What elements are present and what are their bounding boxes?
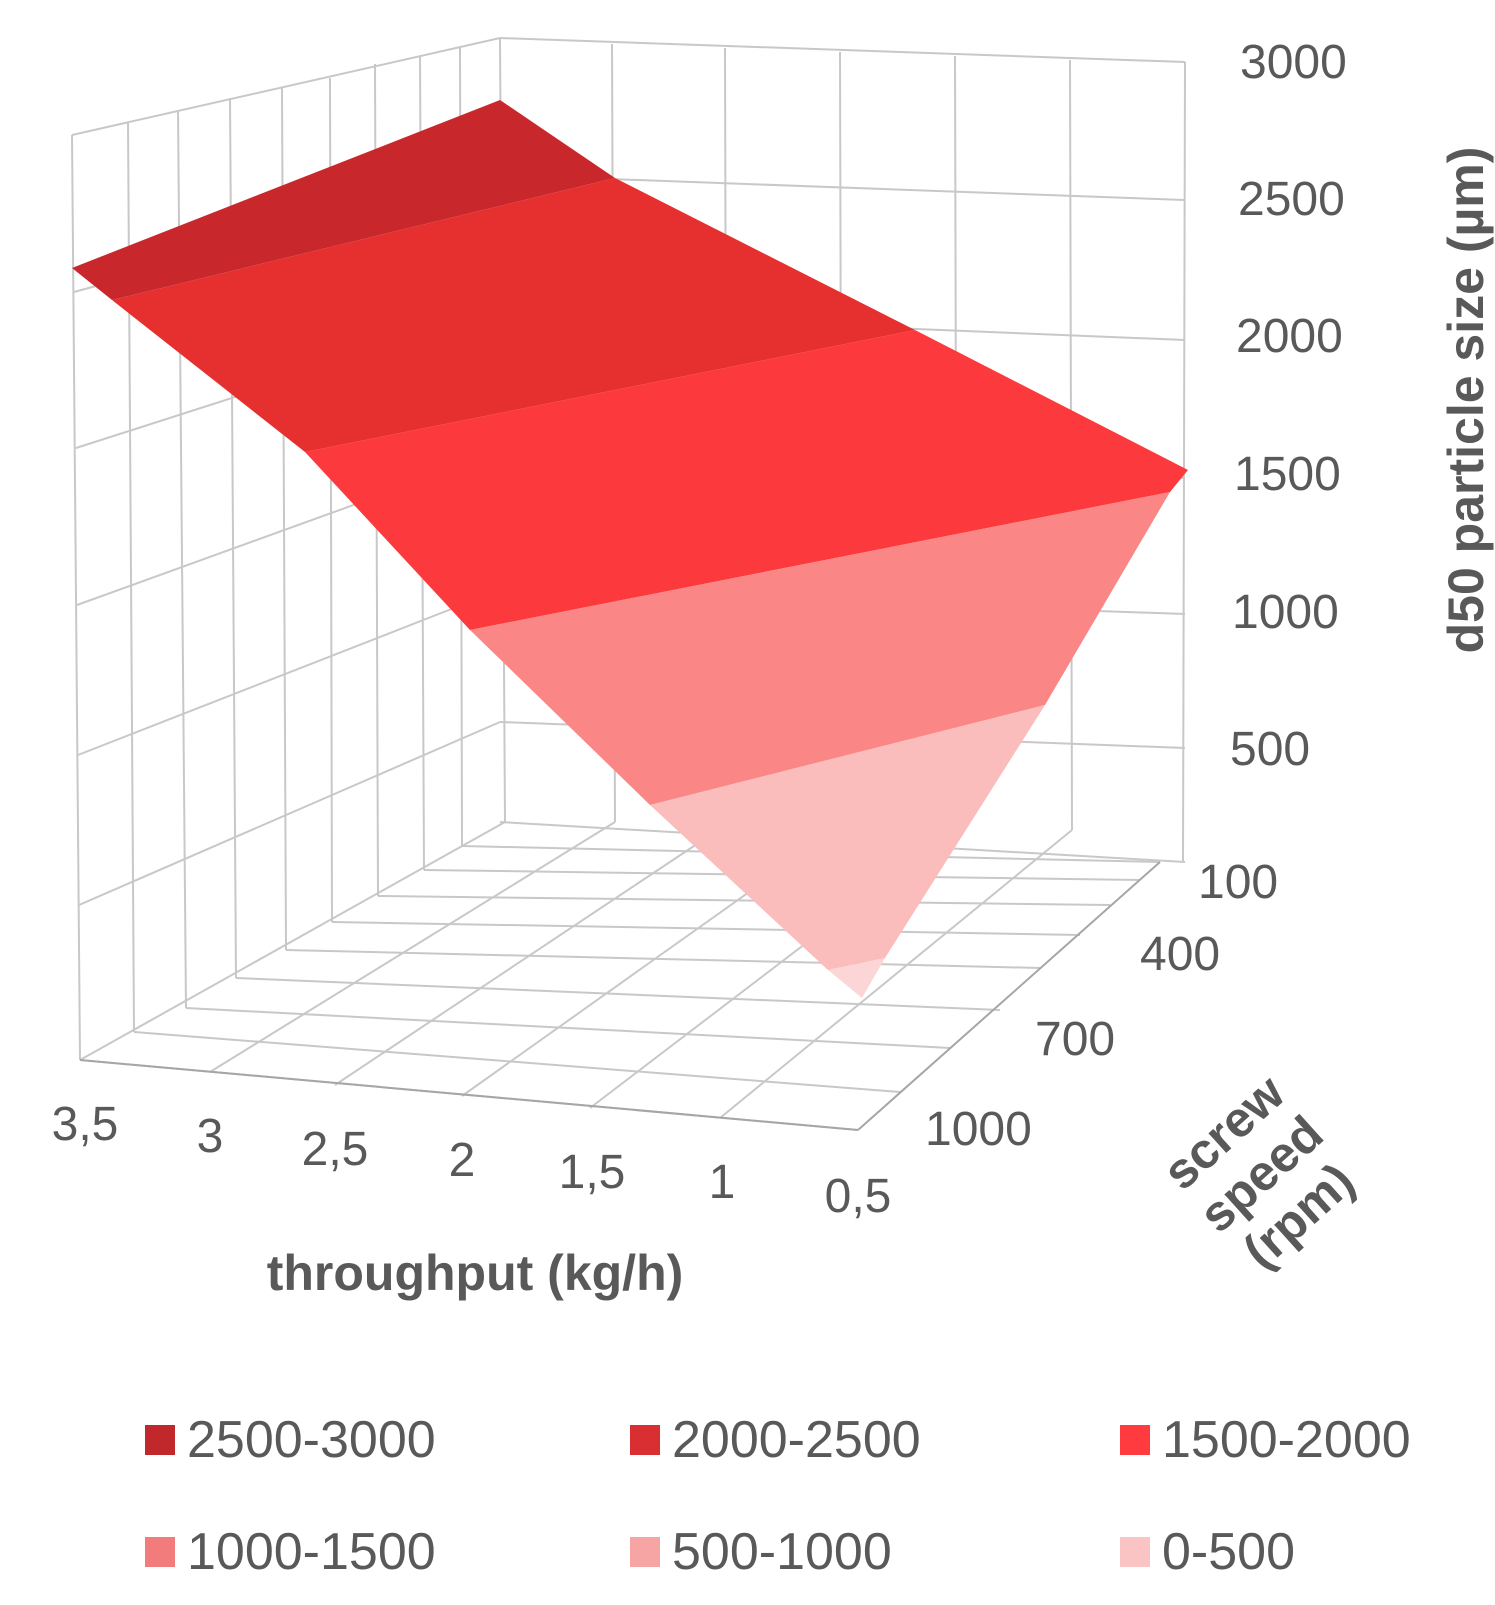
legend-swatch [145,1425,175,1455]
z-tick-label: 2500 [1238,173,1345,226]
x-tick-label: 1,5 [559,1146,626,1199]
x-tick-label: 2,5 [302,1123,369,1176]
x-tick-label: 2 [449,1134,476,1187]
legend: 2500-3000 2000-2500 1500-2000 1000-1500 500-… [0,1400,1495,1605]
surface-band-1500-2000 [305,330,1188,630]
z-tick-label: 1000 [1232,586,1339,639]
legend-item: 1500-2000 [1120,1410,1411,1470]
surface-band-500-1000 [650,705,1045,970]
z-axis-title: d50 particle size (µm) [1438,147,1494,654]
x-tick-label: 1 [709,1156,736,1209]
legend-label: 2500-3000 [187,1411,436,1469]
surface-band-1000-1500 [470,492,1170,805]
legend-item: 2500-3000 [145,1410,436,1470]
legend-swatch [630,1425,660,1455]
y-tick-label: 700 [1035,1013,1115,1066]
legend-label: 1000-1500 [187,1523,436,1581]
legend-swatch [1120,1425,1150,1455]
legend-label: 1500-2000 [1162,1411,1411,1469]
z-tick-label: 100 [1198,856,1278,909]
legend-item: 2000-2500 [630,1410,921,1470]
surface-band-2000-2500 [112,178,915,452]
legend-label: 500-1000 [672,1523,892,1581]
surface-band-0-500 [828,958,885,998]
surface-band-2500-3000 [72,100,615,300]
legend-swatch [145,1537,175,1567]
legend-item: 0-500 [1120,1522,1295,1582]
z-tick-label: 2000 [1236,310,1343,363]
z-tick-label: 500 [1230,723,1310,776]
x-axis-title: throughput (kg/h) [267,1245,684,1301]
z-axis-ticks: 3000 2500 2000 1500 1000 500 100 [1198,36,1347,909]
x-axis-ticks: 3,5 3 2,5 2 1,5 1 0,5 [52,1098,892,1223]
y-axis-title: screwspeed(rpm) [1151,1063,1371,1285]
x-tick-label: 0,5 [825,1170,892,1223]
svg-text:screwspeed(rpm): screwspeed(rpm) [1151,1063,1371,1285]
y-tick-label: 1000 [925,1103,1032,1156]
legend-swatch [630,1537,660,1567]
z-tick-label: 1500 [1234,448,1341,501]
x-tick-label: 3 [197,1110,224,1163]
legend-item: 1000-1500 [145,1522,436,1582]
legend-swatch [1120,1537,1150,1567]
legend-label: 0-500 [1162,1523,1295,1581]
legend-item: 500-1000 [630,1522,892,1582]
z-tick-label: 3000 [1240,36,1347,89]
legend-label: 2000-2500 [672,1411,921,1469]
x-tick-label: 3,5 [52,1098,119,1151]
y-tick-label: 400 [1140,928,1220,981]
surface [72,100,1188,998]
